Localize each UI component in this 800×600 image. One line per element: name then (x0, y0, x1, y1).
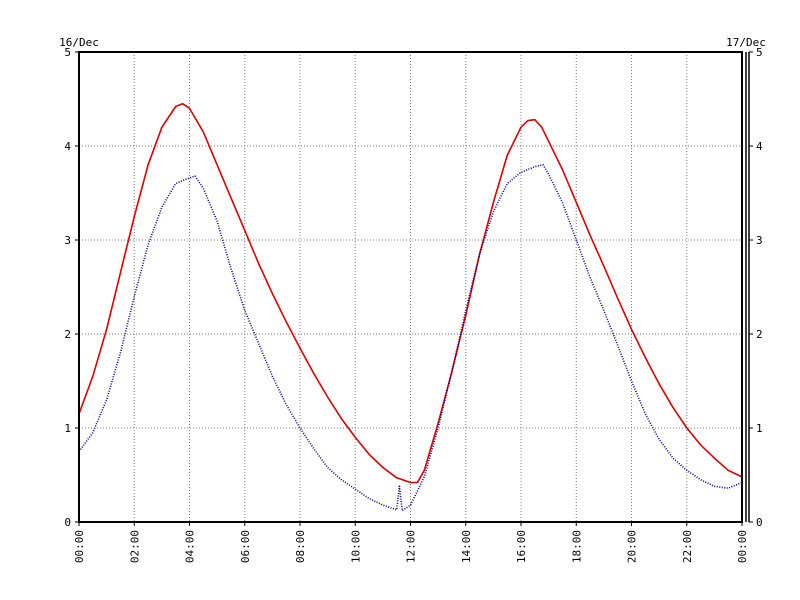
x-tick-label: 22:00 (681, 530, 694, 563)
x-tick-label: 10:00 (349, 530, 362, 563)
x-tick-label: 06:00 (239, 530, 252, 563)
x-tick-label: 14:00 (460, 530, 473, 563)
y-tick-label-right: 0 (756, 516, 763, 529)
y-tick-label-left: 4 (64, 140, 71, 153)
series-line-1 (78, 102, 743, 484)
x-tick-label: 08:00 (294, 530, 307, 563)
y-tick-label-right: 5 (756, 46, 763, 59)
y-tick-label-right: 3 (756, 234, 763, 247)
x-tick-label: 20:00 (626, 530, 639, 563)
date-label-left: 16/Dec (59, 36, 99, 49)
x-tick-label: 18:00 (570, 530, 583, 563)
y-tick-label-left: 0 (64, 516, 71, 529)
x-tick-label: 00:00 (736, 530, 749, 563)
y-tick-label-left: 5 (64, 46, 71, 59)
y-tick-label-left: 2 (64, 328, 71, 341)
x-tick-label: 16:00 (515, 530, 528, 563)
x-tick-label: 00:00 (73, 530, 86, 563)
y-tick-label-left: 1 (64, 422, 71, 435)
y-tick-label-left: 3 (64, 234, 71, 247)
y-tick-label-right: 1 (756, 422, 763, 435)
x-tick-label: 02:00 (128, 530, 141, 563)
y-tick-label-right: 4 (756, 140, 763, 153)
date-label-right: 17/Dec (726, 36, 766, 49)
x-tick-label: 12:00 (405, 530, 418, 563)
x-tick-label: 04:00 (184, 530, 197, 563)
y-tick-label-right: 2 (756, 328, 763, 341)
